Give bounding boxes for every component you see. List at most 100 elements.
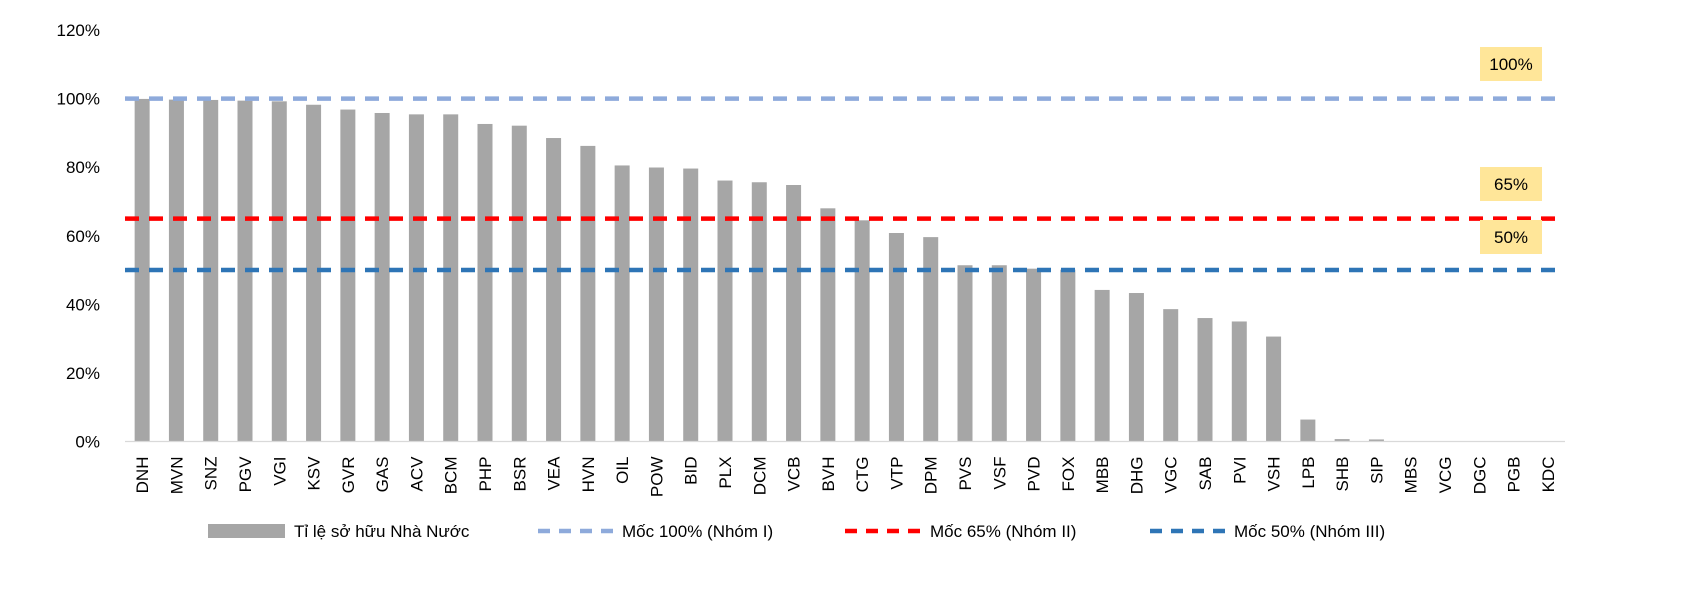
x-tick-label: ACV [407,456,426,492]
x-tick-label: MBS [1402,457,1421,494]
bar-gas [374,112,390,442]
x-tick-label: SHB [1333,457,1352,492]
bar-vea [546,138,562,442]
bar-pow [648,167,664,442]
bar-vgc [1163,309,1179,442]
bar-php [477,123,493,442]
bar-ksv [306,104,322,442]
reference-labels: 100% 65% 50% [1480,47,1542,254]
x-tick-label: BCM [442,457,461,495]
bar-hvn [580,145,596,442]
x-tick-label: KDC [1539,457,1558,493]
x-tick-label: DCM [750,457,769,496]
y-tick-label: 40% [66,295,100,314]
x-tick-label: SIP [1367,457,1386,484]
x-tick-label: VTP [887,457,906,490]
x-tick-label: PGB [1505,457,1524,493]
bar-shb [1334,439,1350,442]
bar-pvd [1026,268,1042,442]
x-tick-label: BVH [819,457,838,492]
reference-label-box [1480,220,1542,254]
bar-dpm [923,237,939,442]
bar-vsf [991,265,1007,442]
bar-dcm [751,182,767,442]
x-tick-label: LPB [1299,457,1318,489]
bar-gvr [340,109,356,442]
x-tick-label: MVN [167,457,186,495]
bar-bvh [820,208,836,442]
bar-dhg [1128,293,1144,442]
y-tick-label: 60% [66,227,100,246]
legend-label-ownership: Tỉ lệ sở hữu Nhà Nước [294,522,470,541]
x-tick-label: HVN [579,457,598,493]
x-tick-label: SAB [1196,457,1215,491]
legend-label-50: Mốc 50% (Nhóm III) [1234,522,1385,541]
x-axis: DNH MVN SNZ PGV VGI KSV GVR GAS ACV BCM PHP BSR VEA H… [125,440,1565,498]
x-tick-label: POW [647,457,666,498]
x-tick-label: DPM [922,457,941,495]
x-tick-label: PVS [956,457,975,491]
bar-vsh [1266,336,1282,442]
x-tick-label: PGV [236,456,255,493]
y-tick-label: 120% [57,21,100,40]
x-tick-label: VGI [270,457,289,486]
bar-sab [1197,318,1213,442]
bar-fox [1060,269,1076,442]
legend-label-100: Mốc 100% (Nhóm I) [622,522,773,541]
bar-pvs [957,265,973,442]
x-tick-label: PHP [476,457,495,492]
x-tick-label: VCG [1436,457,1455,494]
bar-bcm [443,114,459,442]
bar-bid [683,168,699,442]
reference-label-50: 50% [1494,228,1528,247]
x-tick-label: VSH [1265,457,1284,492]
x-tick-label: PVD [1025,457,1044,492]
x-tick-label: PVI [1230,457,1249,484]
legend: Tỉ lệ sở hữu Nhà Nước Mốc 100% (Nhóm I) Mố… [208,522,1385,541]
x-tick-label: VCB [785,457,804,492]
x-tick-label: KSV [305,456,324,491]
bar-ctg [854,220,870,442]
bar-vtp [888,233,904,442]
y-axis: 0% 20% 40% 60% 80% 100% 120% [57,21,100,452]
x-tick-label: VSF [990,457,1009,490]
bar-vcb [786,184,802,442]
x-tick-label: VGC [1162,457,1181,494]
reference-label-box [1480,167,1542,201]
legend-swatch-ownership [208,524,285,538]
y-tick-label: 0% [75,433,100,452]
x-tick-label: VEA [545,456,564,491]
y-tick-label: 80% [66,158,100,177]
reference-label-65: 65% [1494,175,1528,194]
x-tick-label: GVR [339,457,358,494]
x-tick-label: FOX [1059,457,1078,492]
x-tick-label: DGC [1470,457,1489,495]
x-tick-label: DNH [133,457,152,494]
x-tick-label: PLX [716,457,735,489]
bar-bsr [511,125,527,442]
x-tick-label: GAS [373,457,392,493]
y-tick-label: 100% [57,90,100,109]
x-tick-label: BID [682,457,701,485]
bar-plx [717,180,733,442]
bar-pvi [1231,321,1247,442]
x-tick-label: OIL [613,457,632,484]
bar-sip [1368,439,1384,442]
bar-mbb [1094,289,1110,442]
reference-lines [125,96,1560,273]
reference-label-box [1480,47,1542,81]
bar-oil [614,165,630,442]
x-tick-label: MBB [1093,457,1112,494]
x-tick-label: DHG [1127,457,1146,495]
x-tick-label: BSR [510,457,529,492]
bar-dnh [134,98,150,442]
reference-label-100: 100% [1489,55,1532,74]
x-tick-label: CTG [853,457,872,493]
legend-label-65: Mốc 65% (Nhóm II) [930,522,1076,541]
x-tick-label: SNZ [202,457,221,491]
bar-acv [408,114,424,442]
bar-lpb [1300,419,1316,442]
y-tick-label: 20% [66,364,100,383]
